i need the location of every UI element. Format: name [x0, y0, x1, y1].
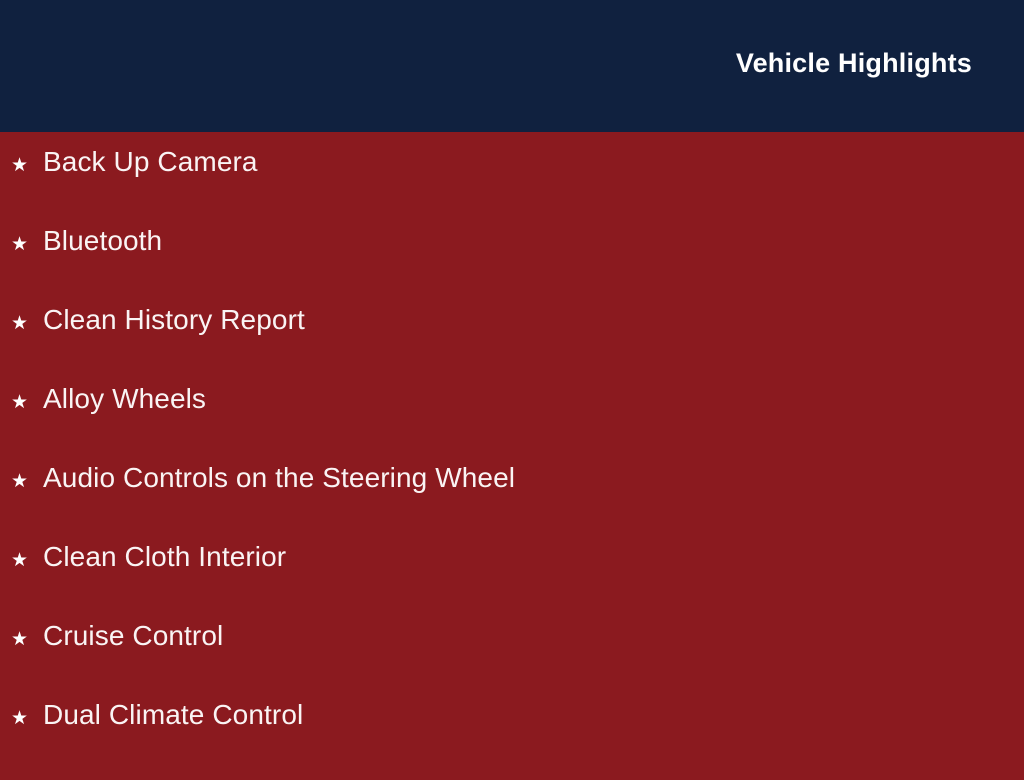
list-item: ★ Bluetooth — [0, 227, 1024, 306]
list-item: ★ Back Up Camera — [0, 148, 1024, 227]
page-title: Vehicle Highlights — [735, 47, 972, 78]
list-item: ★ Clean History Report — [0, 306, 1024, 385]
highlight-item-label: Clean History Report — [43, 304, 305, 335]
star-icon: ★ — [11, 155, 29, 176]
highlight-item-label: Back Up Camera — [43, 146, 258, 177]
star-icon: ★ — [11, 234, 29, 255]
highlight-item-label: Bluetooth — [43, 225, 163, 256]
highlight-item-label: Clean Cloth Interior — [43, 541, 287, 572]
highlight-item-label: Audio Controls on the Steering Wheel — [43, 462, 516, 493]
star-icon: ★ — [11, 629, 29, 650]
star-icon: ★ — [11, 708, 29, 729]
star-icon: ★ — [11, 550, 29, 571]
highlight-item-label: Dual Climate Control — [43, 699, 304, 730]
slide-header: Vehicle Highlights — [0, 0, 1024, 132]
star-icon: ★ — [11, 392, 29, 413]
highlights-list: ★ Back Up Camera ★ Bluetooth ★ Clean History … — [0, 148, 1024, 780]
list-item: ★ Cruise Control — [0, 622, 1024, 701]
list-item: ★ Clean Cloth Interior — [0, 543, 1024, 622]
list-item: ★ Dual Climate Control — [0, 701, 1024, 780]
list-item: ★ Alloy Wheels — [0, 385, 1024, 464]
star-icon: ★ — [11, 313, 29, 334]
highlight-item-label: Alloy Wheels — [43, 383, 207, 414]
star-icon: ★ — [11, 471, 29, 492]
list-item: ★ Audio Controls on the Steering Wheel — [0, 464, 1024, 543]
highlights-panel: ★ Back Up Camera ★ Bluetooth ★ Clean History … — [0, 132, 1024, 768]
highlight-item-label: Cruise Control — [43, 620, 224, 651]
